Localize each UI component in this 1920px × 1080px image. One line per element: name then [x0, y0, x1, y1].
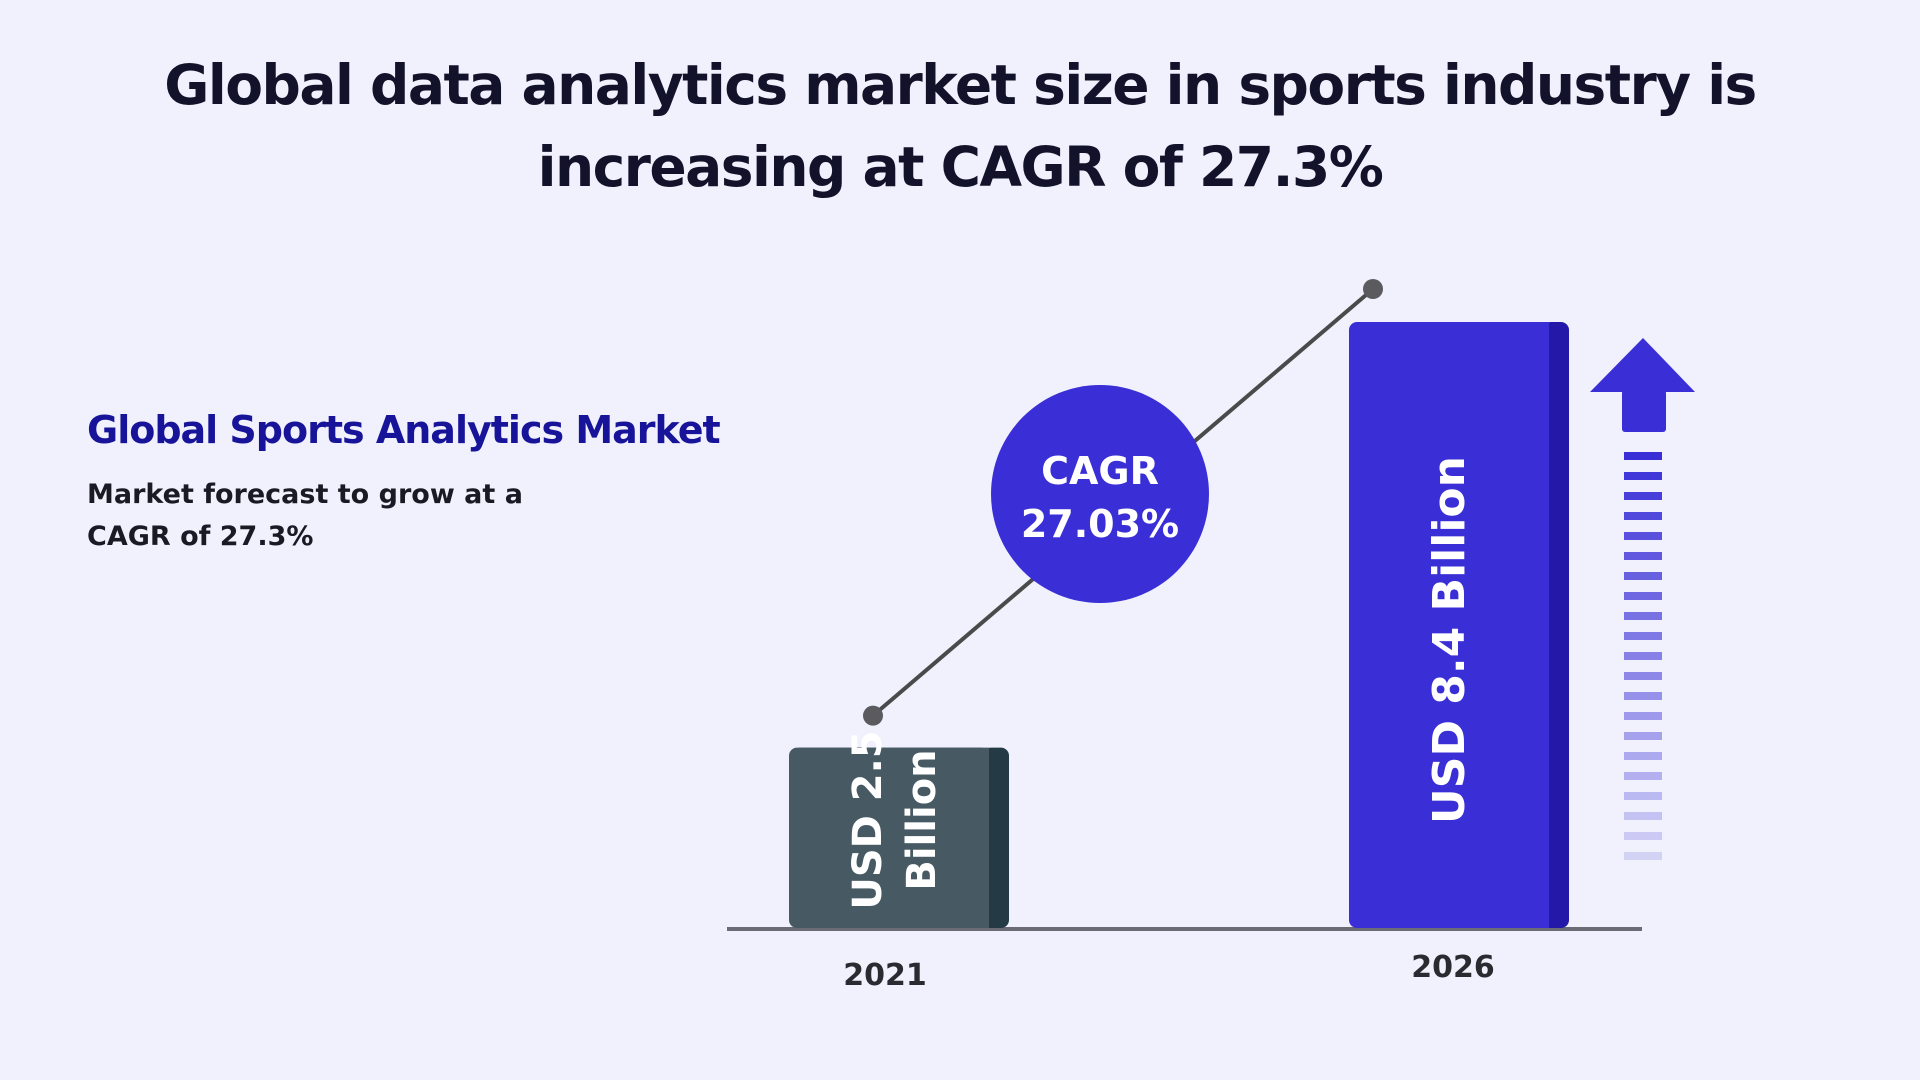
- cagr-badge: [991, 385, 1209, 603]
- growth-arrow-dash: [1624, 452, 1662, 460]
- bar-2026-value-label: USD 8.4 Billion: [1424, 456, 1475, 824]
- growth-arrow-dash: [1624, 692, 1662, 700]
- x-tick-label-2021: 2021: [843, 958, 927, 993]
- growth-arrow-dash: [1624, 732, 1662, 740]
- growth-arrow-dash: [1624, 752, 1662, 760]
- sidebar-description: Market forecast to grow at a CAGR of 27.…: [87, 479, 523, 552]
- growth-arrow-neck: [1622, 390, 1666, 432]
- growth-arrow-head: [1590, 338, 1695, 392]
- trend-point-2021: [863, 705, 883, 726]
- trend-point-2026: [1363, 279, 1383, 299]
- growth-arrow-dash: [1624, 852, 1662, 860]
- bar-2026-value-label-line-1: USD 8.4 Billion: [1424, 456, 1475, 824]
- growth-arrow-dash: [1624, 472, 1662, 480]
- growth-arrow-dash: [1624, 512, 1662, 520]
- growth-arrow-dash: [1624, 492, 1662, 500]
- headline-line-2: increasing at CAGR of 27.3%: [537, 135, 1384, 199]
- cagr-badge-label: CAGR: [1041, 449, 1159, 493]
- growth-arrow-dash: [1624, 792, 1662, 800]
- growth-arrow-dash: [1624, 592, 1662, 600]
- bar-2021-fill: [799, 747, 989, 928]
- bar-2026-edge: [1543, 322, 1569, 928]
- sidebar-title: Global Sports Analytics Market: [87, 408, 721, 452]
- bar-2021-value-label: USD 2.5 Billion: [845, 730, 945, 909]
- chart-headline: Global data analytics market size in spo…: [120, 44, 1800, 208]
- growth-arrow-dash: [1624, 572, 1662, 580]
- bar-2021-value-label-line-2: Billion: [899, 749, 945, 890]
- bar-2026-fill: [1359, 322, 1549, 928]
- growth-arrow-dash: [1624, 552, 1662, 560]
- growth-arrow-dash: [1624, 812, 1662, 820]
- growth-arrow-dash: [1624, 672, 1662, 680]
- growth-arrow-dash: [1624, 532, 1662, 540]
- cagr-badge-value: 27.03%: [1021, 502, 1179, 546]
- growth-arrow-dash: [1624, 632, 1662, 640]
- bar-2021-edge: [983, 747, 1009, 928]
- growth-arrow-dash: [1624, 652, 1662, 660]
- headline-line-1: Global data analytics market size in spo…: [164, 53, 1757, 117]
- bar-2021-value-label-line-1: USD 2.5: [845, 730, 891, 909]
- growth-arrow-dash: [1624, 712, 1662, 720]
- growth-arrow-dash: [1624, 612, 1662, 620]
- growth-arrow-dash: [1624, 772, 1662, 780]
- growth-arrow-dash: [1624, 832, 1662, 840]
- x-tick-label-2026: 2026: [1411, 950, 1495, 985]
